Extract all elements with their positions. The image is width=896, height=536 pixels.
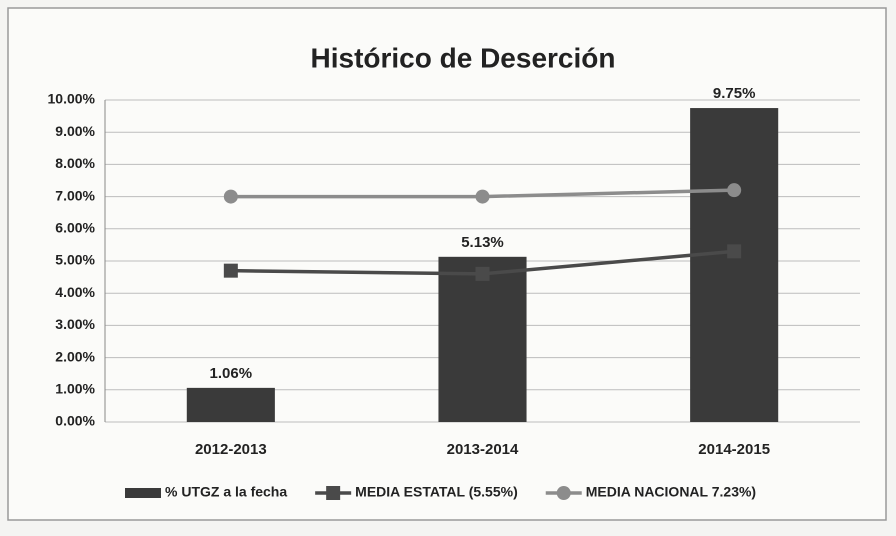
data-label: 9.75% xyxy=(713,85,756,102)
y-tick-label: 2.00% xyxy=(55,348,95,364)
y-tick-label: 1.00% xyxy=(55,381,95,397)
y-tick-label: 7.00% xyxy=(55,187,95,203)
chart-title: Histórico de Deserción xyxy=(311,42,616,73)
marker xyxy=(727,183,742,198)
data-label: 5.13% xyxy=(461,234,504,251)
y-tick-label: 8.00% xyxy=(55,155,95,171)
marker xyxy=(556,486,571,500)
y-tick-label: 9.00% xyxy=(55,123,95,139)
y-tick-label: 3.00% xyxy=(55,316,95,332)
y-tick-label: 0.00% xyxy=(55,413,95,429)
data-label: 1.06% xyxy=(210,365,253,382)
bar xyxy=(438,256,527,422)
y-tick-label: 5.00% xyxy=(55,252,95,268)
legend-label: MEDIA ESTATAL (5.55%) xyxy=(355,484,518,500)
marker xyxy=(223,263,238,278)
marker xyxy=(223,189,238,204)
bar xyxy=(690,108,779,423)
marker xyxy=(475,189,490,204)
marker xyxy=(727,244,742,259)
legend-label: MEDIA NACIONAL 7.23%) xyxy=(586,484,756,500)
y-tick-label: 10.00% xyxy=(48,91,96,107)
marker xyxy=(326,486,341,500)
bar xyxy=(186,387,275,422)
y-tick-label: 6.00% xyxy=(55,220,95,236)
x-tick-label: 2013-2014 xyxy=(447,441,519,458)
y-tick-label: 4.00% xyxy=(55,284,95,300)
legend-label: % UTGZ a la fecha xyxy=(165,484,287,500)
legend-swatch xyxy=(125,488,161,498)
x-tick-label: 2012-2013 xyxy=(195,441,267,458)
marker xyxy=(475,266,490,281)
x-tick-label: 2014-2015 xyxy=(698,441,770,458)
